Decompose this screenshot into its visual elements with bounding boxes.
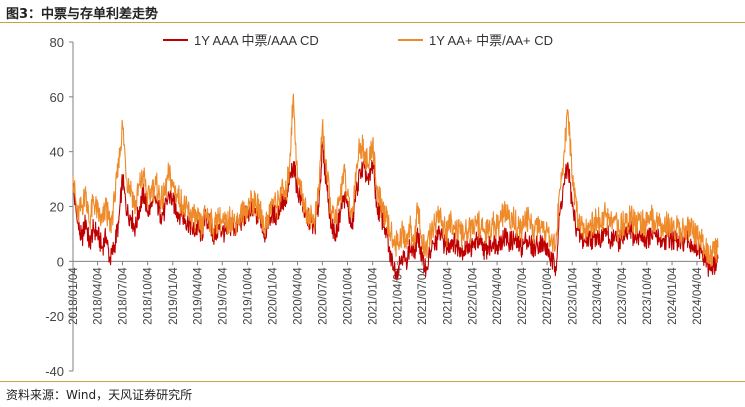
x-tick-label: 2024/04/04 <box>692 267 704 325</box>
y-tick-label: 20 <box>50 200 64 215</box>
x-tick-label: 2019/10/04 <box>242 267 254 325</box>
x-tick-label: 2019/04/04 <box>192 267 204 325</box>
x-tick-label: 2018/10/04 <box>143 267 155 325</box>
x-tick-label: 2023/04/04 <box>592 267 604 325</box>
x-tick-label: 2023/01/04 <box>567 267 579 325</box>
x-tick-label: 2022/04/04 <box>492 267 504 325</box>
x-tick-label: 2020/10/04 <box>343 267 355 325</box>
source-note: 资料来源：Wind，天风证券研究所 <box>6 388 193 402</box>
x-tick-label: 2021/07/04 <box>417 267 429 325</box>
chart-lines <box>72 93 719 281</box>
x-tick-label: 2022/10/04 <box>542 267 554 325</box>
y-tick-label: 40 <box>50 145 64 160</box>
x-tick-label: 2018/04/04 <box>93 267 105 325</box>
chart-axes: -40 -20 0 20 40 60 80 2018/01/04 2018/04/04 2018/… <box>45 35 718 379</box>
x-tick-label: 2022/07/04 <box>517 267 529 325</box>
legend-label-2: 1Y AA+ 中票/AA+ CD <box>429 33 553 48</box>
x-tick-label: 2020/07/04 <box>317 267 329 325</box>
chart-legend: 1Y AAA 中票/AAA CD 1Y AA+ 中票/AA+ CD <box>163 33 553 48</box>
x-tick-label: 2023/10/04 <box>642 267 654 325</box>
top-divider <box>0 22 745 23</box>
x-tick-label: 2020/01/04 <box>268 267 280 325</box>
line-chart: -40 -20 0 20 40 60 80 2018/01/04 2018/04/04 2018/… <box>45 33 719 379</box>
y-tick-label: -40 <box>45 364 64 379</box>
y-tick-label: 60 <box>50 90 64 105</box>
x-tick-label: 2023/07/04 <box>617 267 629 325</box>
bottom-divider <box>0 381 745 382</box>
x-tick-label: 2018/07/04 <box>117 267 129 325</box>
series-line-2 <box>72 93 719 267</box>
x-tick-label: 2019/01/04 <box>168 267 180 325</box>
series-line-1 <box>72 141 719 281</box>
x-tick-label: 2021/01/04 <box>368 267 380 325</box>
x-tick-label: 2018/01/04 <box>68 267 80 325</box>
x-tick-label: 2022/01/04 <box>467 267 479 325</box>
y-tick-label: 0 <box>57 254 64 269</box>
x-tick-label: 2019/07/04 <box>217 267 229 325</box>
y-tick-label: -20 <box>45 309 64 324</box>
x-tick-label: 2021/04/04 <box>392 267 404 325</box>
legend-label-1: 1Y AAA 中票/AAA CD <box>194 33 319 48</box>
x-tick-label: 2024/01/04 <box>667 267 679 325</box>
y-tick-label: 80 <box>50 35 64 50</box>
figure-title: 图3：中票与存单利差走势 <box>6 7 159 22</box>
x-tick-label: 2021/10/04 <box>442 267 454 325</box>
x-tick-label: 2020/04/04 <box>292 267 304 325</box>
